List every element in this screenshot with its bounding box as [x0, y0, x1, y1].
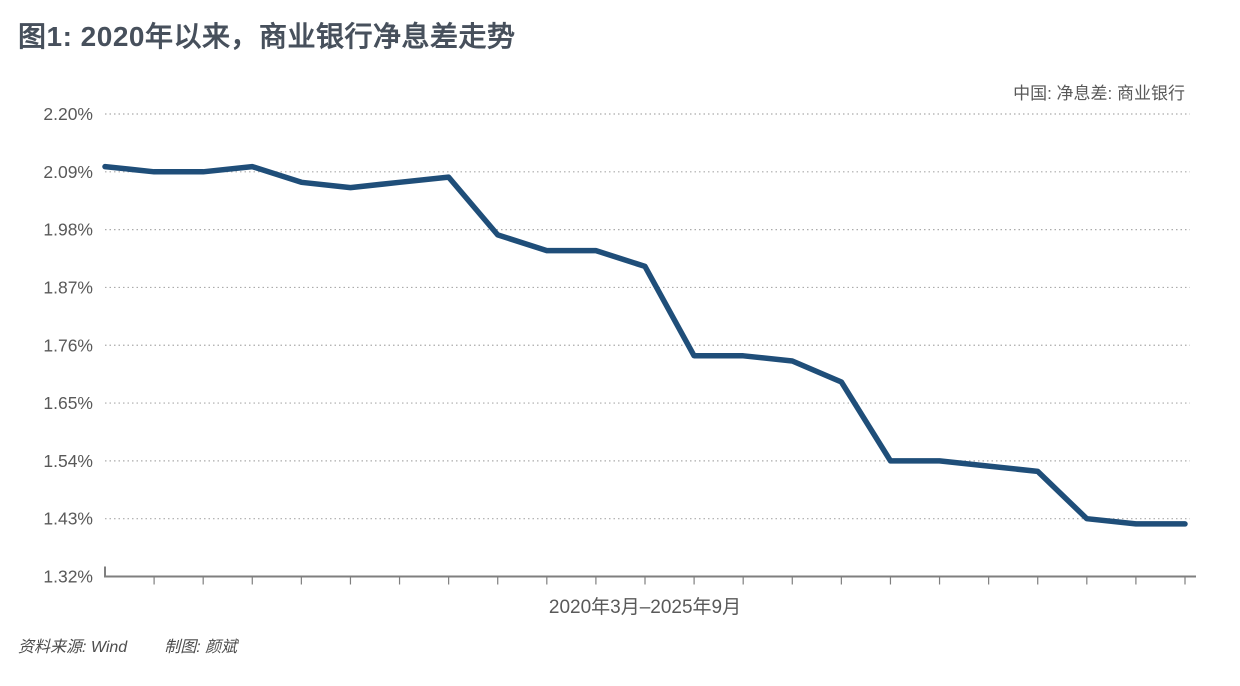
y-tick-label: 2.09%	[43, 162, 93, 182]
y-tick-label: 1.54%	[43, 451, 93, 471]
chart-footer: 资料来源: Wind 制图: 颜斌	[18, 633, 237, 657]
legend-label: 中国: 净息差: 商业银行	[1013, 84, 1185, 103]
y-tick-label: 1.32%	[43, 567, 93, 587]
y-tick-label: 1.76%	[43, 335, 93, 355]
y-tick-label: 1.43%	[43, 509, 93, 529]
figure-title: 图1: 2020年以来，商业银行净息差走势	[18, 21, 516, 52]
y-tick-label: 1.98%	[43, 220, 93, 240]
y-tick-label: 1.87%	[43, 277, 93, 297]
credit-label: 制图: 颜斌	[164, 639, 238, 656]
source-label: 资料来源: Wind	[18, 639, 128, 656]
x-axis-label: 2020年3月–2025年9月	[548, 597, 742, 618]
y-tick-label: 2.20%	[43, 104, 93, 124]
y-tick-label: 1.65%	[43, 393, 93, 413]
series-line-net-interest-margin	[102, 163, 1188, 527]
